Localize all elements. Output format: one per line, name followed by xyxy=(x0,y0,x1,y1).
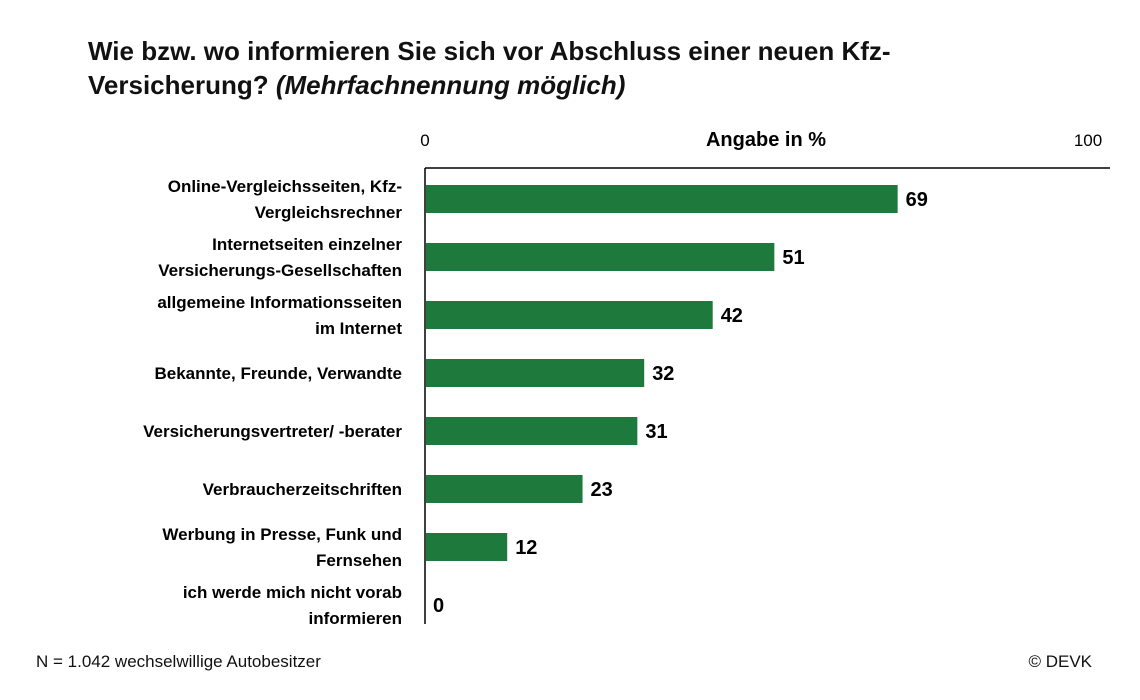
category-label: Internetseiten einzelner xyxy=(212,235,402,254)
bar xyxy=(426,243,775,271)
category-label: informieren xyxy=(308,609,402,628)
data-label: 69 xyxy=(906,189,928,211)
data-label: 0 xyxy=(433,595,444,617)
data-label: 31 xyxy=(645,421,667,443)
category-label: allgemeine Informationsseiten xyxy=(157,293,402,312)
bar xyxy=(426,301,713,329)
tick-label-max: 100 xyxy=(1074,131,1102,150)
category-label: Fernsehen xyxy=(316,551,402,570)
chart-title: Wie bzw. wo informieren Sie sich vor Abs… xyxy=(88,34,1048,102)
data-label: 42 xyxy=(721,305,743,327)
category-label: Versicherungs-Gesellschaften xyxy=(158,261,402,280)
bar xyxy=(426,475,583,503)
axis-label: Angabe in % xyxy=(706,129,826,151)
sample-note: N = 1.042 wechselwillige Autobesitzer xyxy=(36,652,321,671)
chart-title-main: Wie bzw. wo informieren Sie sich vor Abs… xyxy=(88,36,891,100)
bar xyxy=(426,359,645,387)
chart-title-note: (Mehrfachnennung möglich) xyxy=(275,70,626,100)
data-label: 12 xyxy=(515,537,537,559)
category-label: Werbung in Presse, Funk und xyxy=(162,525,402,544)
copyright: © DEVK xyxy=(1028,652,1092,671)
bar xyxy=(426,185,898,213)
bar-chart: 0 100 Angabe in % 69 Online-Vergleichsseiten… xyxy=(143,129,1110,628)
category-label: Versicherungsvertreter/ -berater xyxy=(143,422,402,441)
category-label: Online-Vergleichsseiten, Kfz- xyxy=(168,177,402,196)
data-label: 32 xyxy=(652,363,674,385)
category-label: ich werde mich nicht vorab xyxy=(183,583,402,602)
tick-label-min: 0 xyxy=(420,131,429,150)
category-label: im Internet xyxy=(315,319,402,338)
category-label: Bekannte, Freunde, Verwandte xyxy=(154,364,402,383)
data-label: 51 xyxy=(782,247,804,269)
bar xyxy=(426,417,638,445)
data-label: 23 xyxy=(591,479,613,501)
bar xyxy=(426,533,508,561)
category-label: Vergleichsrechner xyxy=(255,203,403,222)
category-label: Verbraucherzeitschriften xyxy=(203,480,402,499)
